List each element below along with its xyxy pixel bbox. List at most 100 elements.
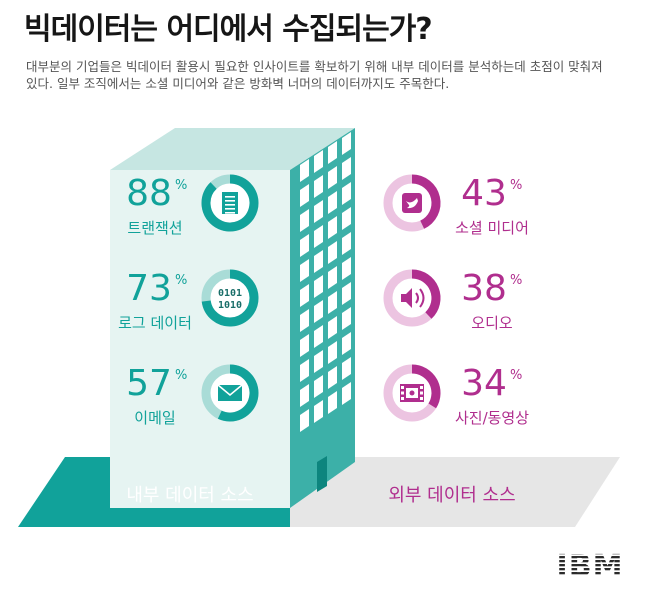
- data-source-external-1: 38 % 오디오: [383, 268, 522, 332]
- window: [328, 316, 337, 339]
- document-line: [225, 200, 235, 202]
- donut-value-arc: [201, 269, 259, 327]
- donut-value-arc: [411, 364, 441, 409]
- window: [342, 307, 351, 330]
- window: [342, 232, 351, 255]
- data-source-external-2: 34 % 사진/동영상: [383, 363, 529, 427]
- window: [328, 216, 337, 239]
- window: [314, 250, 323, 273]
- document-line: [225, 204, 235, 206]
- donut-value-arc: [411, 174, 441, 229]
- window: [314, 375, 323, 398]
- window: [342, 182, 351, 205]
- building-front: [110, 170, 290, 508]
- window: [328, 366, 337, 389]
- document-line: [225, 212, 235, 214]
- category-label: 로그 데이터: [118, 314, 192, 332]
- window: [314, 275, 323, 298]
- window: [300, 384, 309, 407]
- external-section-label: 외부 데이터 소스: [388, 485, 515, 506]
- unit-label: %: [175, 273, 187, 288]
- value-label: 34: [461, 363, 507, 404]
- building-windows: [300, 132, 351, 432]
- unit-label: %: [510, 368, 522, 383]
- category-label: 오디오: [471, 314, 513, 332]
- window: [300, 409, 309, 432]
- svg-text:IBM: IBM: [557, 549, 624, 582]
- value-label: 73: [126, 268, 172, 309]
- film-hole: [420, 391, 423, 395]
- window: [342, 157, 351, 180]
- bird-shape: [406, 198, 418, 209]
- document-line: [225, 208, 235, 210]
- sound-wave: [415, 292, 419, 304]
- window: [328, 241, 337, 264]
- window: [328, 291, 337, 314]
- window: [328, 266, 337, 289]
- document-icon: [222, 192, 238, 214]
- data-source-internal-0: 88 % 트랜잭션: [126, 173, 259, 237]
- window: [342, 207, 351, 230]
- window: [300, 184, 309, 207]
- window: [314, 200, 323, 223]
- sound-wave: [419, 288, 425, 308]
- film-hole: [420, 386, 423, 389]
- category-label: 트랜잭션: [127, 219, 182, 237]
- window: [342, 332, 351, 355]
- unit-label: %: [510, 178, 522, 193]
- binary-icon: 0101: [218, 288, 242, 299]
- window: [300, 259, 309, 282]
- window: [328, 391, 337, 414]
- window: [328, 191, 337, 214]
- window: [314, 300, 323, 323]
- window: [300, 209, 309, 232]
- unit-label: %: [175, 178, 187, 193]
- window: [314, 150, 323, 173]
- ibm-logo: IBM: [557, 549, 624, 582]
- data-source-external-0: 43 % 소셜 미디어: [383, 173, 529, 237]
- donut-value-arc: [411, 269, 441, 319]
- window: [300, 234, 309, 257]
- window: [328, 341, 337, 364]
- external-floor: [290, 457, 620, 527]
- window: [300, 159, 309, 182]
- page-subtitle: 대부분의 기업들은 빅데이터 활용시 필요한 인사이트를 확보하기 위해 내부 …: [26, 59, 603, 91]
- film-hole: [401, 391, 404, 395]
- window: [300, 359, 309, 382]
- window: [342, 357, 351, 380]
- category-label: 사진/동영상: [455, 409, 529, 427]
- donut-value-arc: [217, 364, 259, 422]
- window: [300, 284, 309, 307]
- window: [314, 400, 323, 423]
- film-frame-dot: [409, 390, 415, 396]
- window: [314, 325, 323, 348]
- window: [342, 382, 351, 405]
- window: [342, 257, 351, 280]
- value-label: 38: [461, 268, 507, 309]
- window: [328, 141, 337, 164]
- value-label: 57: [126, 363, 172, 404]
- window: [342, 282, 351, 305]
- building-door: [317, 456, 327, 492]
- envelope-flap: [217, 384, 243, 397]
- category-label: 이메일: [134, 409, 175, 427]
- binary-icon-line2: 1010: [218, 300, 242, 311]
- window: [300, 309, 309, 332]
- film-hole: [401, 397, 404, 400]
- window: [314, 350, 323, 373]
- building-roof: [110, 128, 355, 170]
- window: [314, 175, 323, 198]
- window: [328, 166, 337, 189]
- donut-value-arc: [201, 174, 259, 232]
- data-source-internal-2: 57 % 이메일: [126, 363, 259, 427]
- value-label: 88: [126, 173, 172, 214]
- page-title: 빅데이터는 어디에서 수집되는가?: [24, 12, 433, 47]
- value-label: 43: [461, 173, 507, 214]
- category-label: 소셜 미디어: [455, 219, 529, 237]
- window: [300, 334, 309, 357]
- unit-label: %: [175, 368, 187, 383]
- document-line: [225, 196, 235, 198]
- film-hole: [401, 386, 404, 389]
